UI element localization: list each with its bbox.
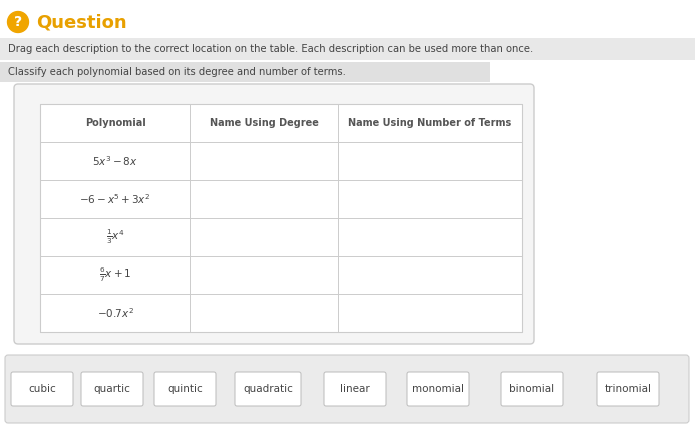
Text: Name Using Number of Terms: Name Using Number of Terms xyxy=(348,118,512,128)
FancyBboxPatch shape xyxy=(407,372,469,406)
FancyBboxPatch shape xyxy=(324,372,386,406)
Text: Drag each description to the correct location on the table. Each description can: Drag each description to the correct loc… xyxy=(8,44,533,54)
Bar xyxy=(0,62,490,82)
Text: Question: Question xyxy=(36,13,126,31)
Text: linear: linear xyxy=(340,384,370,394)
Text: $5x^3 - 8x$: $5x^3 - 8x$ xyxy=(92,154,138,168)
Text: $\frac{1}{3}x^4$: $\frac{1}{3}x^4$ xyxy=(106,228,124,246)
Text: ?: ? xyxy=(14,15,22,29)
FancyBboxPatch shape xyxy=(11,372,73,406)
Text: Polynomial: Polynomial xyxy=(85,118,145,128)
FancyBboxPatch shape xyxy=(14,84,534,344)
Text: binomial: binomial xyxy=(509,384,555,394)
FancyBboxPatch shape xyxy=(235,372,301,406)
Text: monomial: monomial xyxy=(412,384,464,394)
FancyBboxPatch shape xyxy=(501,372,563,406)
Bar xyxy=(40,104,522,332)
Text: cubic: cubic xyxy=(28,384,56,394)
FancyBboxPatch shape xyxy=(154,372,216,406)
Text: trinomial: trinomial xyxy=(605,384,651,394)
FancyBboxPatch shape xyxy=(597,372,659,406)
Text: quartic: quartic xyxy=(94,384,131,394)
Bar xyxy=(0,38,695,60)
FancyBboxPatch shape xyxy=(5,355,689,423)
Text: Name Using Degree: Name Using Degree xyxy=(210,118,318,128)
Text: $-6 - x^5 + 3x^2$: $-6 - x^5 + 3x^2$ xyxy=(79,192,151,206)
Text: $-0.7x^2$: $-0.7x^2$ xyxy=(97,306,133,320)
Text: $\frac{6}{7}x + 1$: $\frac{6}{7}x + 1$ xyxy=(99,266,131,284)
Text: quintic: quintic xyxy=(167,384,203,394)
Text: quadratic: quadratic xyxy=(243,384,293,394)
FancyBboxPatch shape xyxy=(81,372,143,406)
Text: Classify each polynomial based on its degree and number of terms.: Classify each polynomial based on its de… xyxy=(8,67,346,77)
